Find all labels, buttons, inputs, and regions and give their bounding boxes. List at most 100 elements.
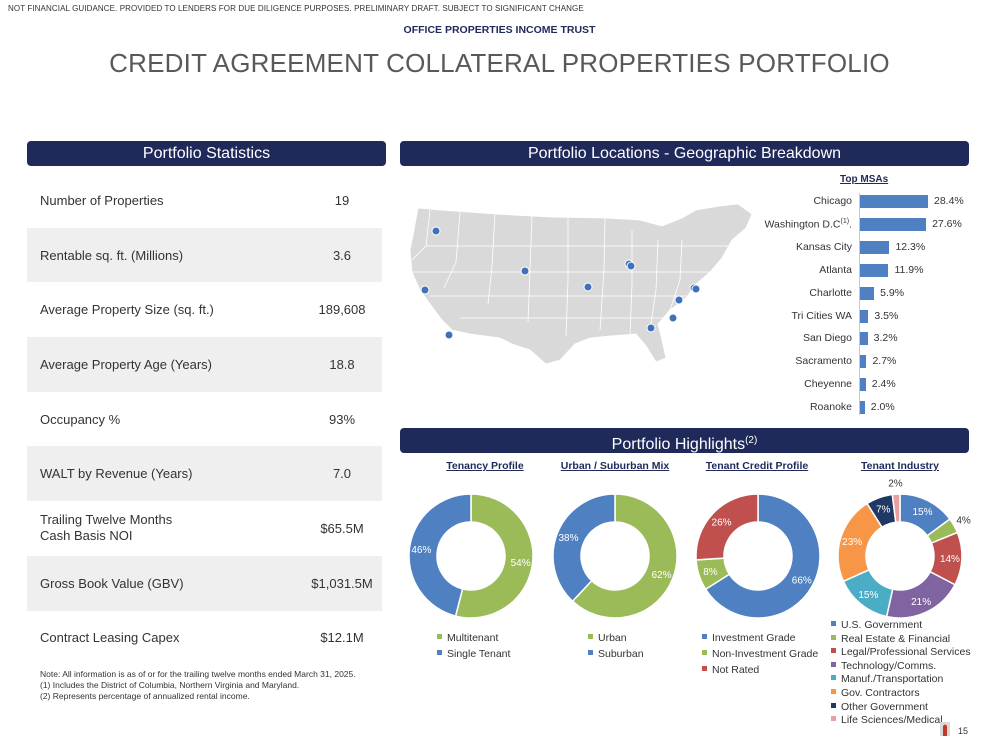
map-marker xyxy=(691,284,701,294)
donut-slice xyxy=(885,570,956,619)
msa-label: Sacramento xyxy=(795,355,852,368)
legend-item: Urban xyxy=(588,630,644,646)
donut-value-label: 46% xyxy=(411,545,431,556)
legend-swatch xyxy=(588,650,593,655)
stats-row: WALT by Revenue (Years) 7.0 xyxy=(27,446,382,502)
donut-slice xyxy=(891,493,901,524)
legend-swatch xyxy=(831,648,836,654)
stats-label-line2: Cash Basis NOI xyxy=(40,528,133,544)
legend-item: Life Sciences/Medical xyxy=(831,714,971,728)
stats-label: Rentable sq. ft. (Millions) xyxy=(40,247,184,263)
donut-value-label: 62% xyxy=(651,570,671,581)
msa-value-label: 3.5% xyxy=(874,309,899,322)
industry-donut: 15% 4% 14% 21% 15% 23% 7% 2% xyxy=(837,479,971,619)
legend-item: Not Rated xyxy=(702,662,818,678)
stats-row: Average Property Age (Years) 18.8 xyxy=(27,337,382,392)
map-marker xyxy=(444,330,454,340)
map-marker xyxy=(646,323,656,333)
stats-row: Gross Book Value (GBV) $1,031.5M xyxy=(27,555,382,611)
stats-value: 93% xyxy=(328,411,356,427)
donut-value-label: 15% xyxy=(912,507,932,518)
msa-value-label: 2.0% xyxy=(870,401,895,414)
urban-donut: 62% 38% xyxy=(552,493,678,619)
stats-row: Rentable sq. ft. (Millions) 3.6 xyxy=(27,227,382,283)
disclaimer-text: NOT FINANCIAL GUIDANCE. PROVIDED TO LEND… xyxy=(8,4,584,13)
donut-value-label: 26% xyxy=(712,517,732,528)
stats-label-line1: Trailing Twelve Months xyxy=(40,512,173,528)
legend-item: Legal/Professional Services xyxy=(831,646,971,660)
msa-value-label: 2.7% xyxy=(872,355,897,368)
geo-banner: Portfolio Locations - Geographic Breakdo… xyxy=(400,141,969,166)
msa-axis xyxy=(859,193,860,415)
highlights-banner-text: Portfolio Highlights xyxy=(611,436,746,453)
msa-bar xyxy=(860,401,865,415)
donut-slice xyxy=(454,493,534,619)
stats-table: Number of Properties 19 Rentable sq. ft.… xyxy=(27,173,382,665)
legend-item: Suburban xyxy=(588,646,644,662)
legend-label: Multitenant xyxy=(447,632,499,644)
company-logo-mark xyxy=(940,722,950,736)
highlights-banner: Portfolio Highlights(2) xyxy=(400,428,969,453)
msa-label: Tri Cities WA xyxy=(791,309,852,322)
stats-label: Number of Properties xyxy=(40,192,164,208)
legend-label: Legal/Professional Services xyxy=(841,646,971,659)
msa-bar xyxy=(860,355,867,369)
us-map-shape xyxy=(409,203,753,365)
legend-label: Investment Grade xyxy=(712,632,796,644)
donut-slice xyxy=(552,493,616,603)
msa-bar xyxy=(860,240,890,254)
legend-swatch xyxy=(831,688,836,694)
legend-swatch xyxy=(831,675,836,681)
donut-value-label: 23% xyxy=(842,537,862,548)
donut-slice xyxy=(704,493,821,619)
stats-label: Occupancy % xyxy=(40,411,121,427)
msa-bar xyxy=(860,286,875,300)
stats-label: Average Property Age (Years) xyxy=(40,356,212,372)
stats-value: 3.6 xyxy=(332,247,352,263)
stats-banner: Portfolio Statistics xyxy=(27,141,386,166)
legend-label: U.S. Government xyxy=(841,619,923,631)
page-number: 15 xyxy=(958,726,969,736)
footnote-main: Note: All information is as of or for th… xyxy=(40,669,356,679)
donut-value-label: 7% xyxy=(876,504,891,515)
stats-value: 18.8 xyxy=(329,356,355,372)
legend-label: Urban xyxy=(598,632,627,644)
legend-swatch xyxy=(702,634,707,639)
donut-slice xyxy=(571,493,678,619)
stats-value: $65.5M xyxy=(320,520,364,536)
msa-value-label: 28.4% xyxy=(934,195,964,207)
map-markers xyxy=(420,226,701,340)
msa-value-label: 3.2% xyxy=(873,332,898,345)
stats-label: Gross Book Value (GBV) xyxy=(40,575,184,591)
stats-row: Occupancy % 93% xyxy=(27,392,382,447)
legend-item: U.S. Government xyxy=(831,619,971,633)
map-marker xyxy=(668,313,678,323)
msa-bar xyxy=(860,263,889,277)
footnote-1: (1) Includes the District of Columbia, N… xyxy=(40,680,300,690)
legend-label: Life Sciences/Medical xyxy=(841,714,943,727)
legend-label: Suburban xyxy=(598,648,644,660)
stats-label: Trailing Twelve Months Cash Basis NOI xyxy=(40,512,172,544)
donut-value-label: 14% xyxy=(940,554,960,565)
legend-swatch xyxy=(831,661,836,667)
legend-item: Other Government xyxy=(831,701,971,715)
map-marker xyxy=(626,261,636,271)
msa-value-label: 2.4% xyxy=(871,378,896,391)
legend-item: Investment Grade xyxy=(702,630,818,646)
msa-chart-title: Top MSAs xyxy=(840,174,889,185)
stats-value: 19 xyxy=(334,192,350,208)
footnote-2: (2) Represents percentage of annualized … xyxy=(40,691,250,701)
legend-label: Single Tenant xyxy=(447,648,511,660)
msa-label: Atlanta xyxy=(819,263,852,276)
msa-bar xyxy=(860,332,868,346)
stats-row: Number of Properties 19 xyxy=(27,173,382,228)
stats-row: Average Property Size (sq. ft.) 189,608 xyxy=(27,282,382,337)
industry-legend: U.S. Government Real Estate & Financial Le… xyxy=(831,619,971,728)
stats-label: Contract Leasing Capex xyxy=(40,630,180,646)
legend-label: Non-Investment Grade xyxy=(712,648,819,660)
legend-item: Real Estate & Financial xyxy=(831,633,971,647)
legend-item: Manuf./Transportation xyxy=(831,673,971,687)
legend-swatch xyxy=(831,634,836,640)
msa-bar xyxy=(860,309,869,323)
legend-item: Technology/Comms. xyxy=(831,660,971,674)
